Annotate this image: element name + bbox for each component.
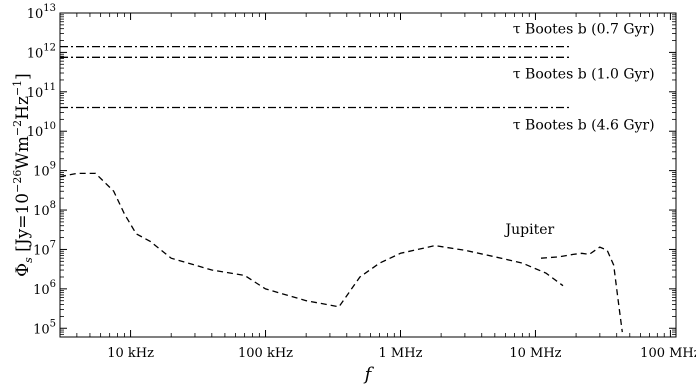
y-tick-label: 105	[33, 318, 56, 337]
plot-frame	[59, 12, 677, 338]
y-axis-label: Φs [Jy=10−26Wm−2Hz−1]	[11, 73, 35, 277]
annotation-label: τ Bootes b (4.6 Gyr)	[513, 118, 655, 134]
x-tick-label: 10 kHz	[107, 346, 154, 361]
series-line-4	[540, 246, 623, 333]
y-tick-label: 108	[33, 200, 56, 219]
y-tick-label: 1013	[27, 3, 56, 22]
annotation-layer: τ Bootes b (0.7 Gyr) τ Bootes b (1.0 Gyr)…	[504, 22, 655, 238]
annotation-label: Jupiter	[504, 222, 555, 238]
y-tick-label: 1011	[27, 82, 56, 101]
x-axis-label: f	[363, 364, 375, 385]
annotation-label: τ Bootes b (1.0 Gyr)	[513, 66, 655, 82]
series-line-3	[59, 172, 564, 308]
annotation-label: τ Bootes b (0.7 Gyr)	[513, 22, 655, 38]
x-tick-label: 10 MHz	[509, 346, 561, 361]
y-tick-label: 107	[33, 239, 56, 258]
series-layer	[59, 45, 623, 333]
y-tick-label: 109	[33, 161, 56, 180]
x-tick-label: 100 kHz	[238, 346, 293, 361]
x-tick-label: 1 MHz	[379, 346, 423, 361]
tick-layer: 10 kHz 100 kHz 1 MHz 10 MHz 100 MHz 105 106 107…	[27, 3, 696, 361]
x-tick-label: 100 MHz	[640, 346, 696, 361]
y-tick-label: 106	[33, 279, 56, 298]
y-tick-label: 1012	[27, 42, 56, 61]
y-tick-label: 1010	[27, 121, 56, 140]
